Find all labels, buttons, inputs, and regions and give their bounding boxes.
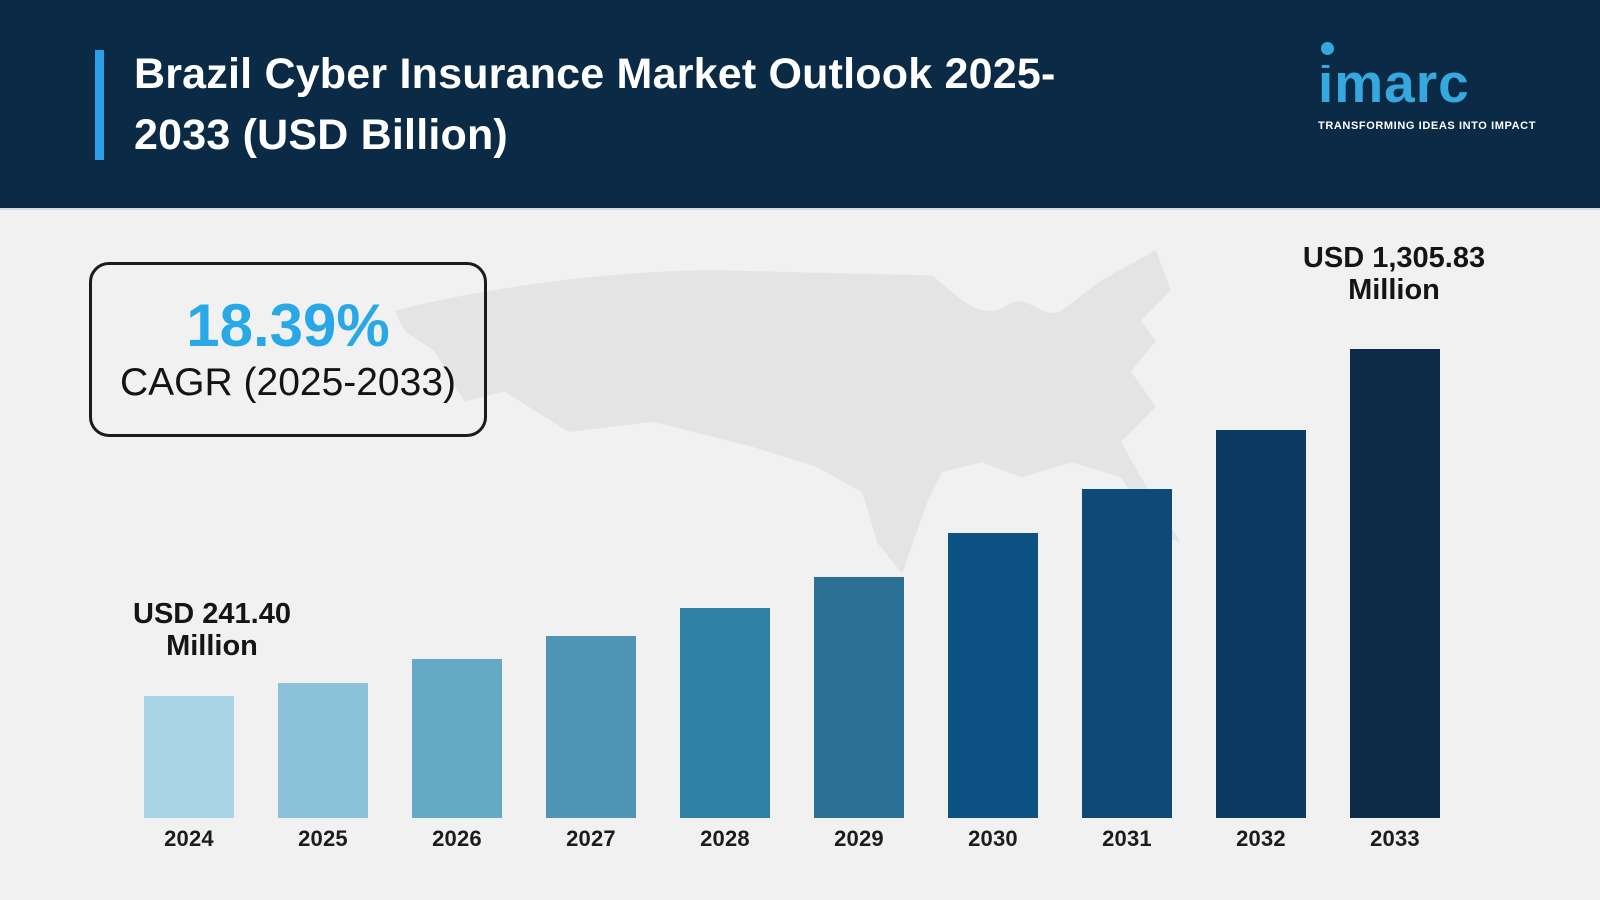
- first-bar-value-line2: Million: [166, 630, 258, 663]
- first-bar-value-label: USD 241.40 Million: [122, 598, 302, 663]
- x-axis-label-2031: 2031: [1102, 826, 1152, 851]
- page-title-line2: 2033 (USD Billion): [134, 111, 508, 160]
- bar-2028: [680, 608, 770, 818]
- x-axis-label-2033: 2033: [1370, 826, 1420, 851]
- bar-column-2031: 2031: [1082, 489, 1172, 852]
- bar-2026: [412, 659, 502, 818]
- bar-column-2033: 2033: [1350, 349, 1440, 852]
- x-axis-label-2027: 2027: [566, 826, 616, 851]
- cagr-box: 18.39% CAGR (2025-2033): [89, 262, 487, 437]
- cagr-label: CAGR (2025-2033): [120, 361, 456, 404]
- imarc-logo-tagline: TRANSFORMING IDEAS INTO IMPACT: [1318, 120, 1537, 133]
- bar-column-2030: 2030: [948, 533, 1038, 852]
- bar-chart: 2024 2025 2026 2027 2028 2029 2030 2031 2032 2033: [144, 349, 1440, 852]
- page-title: Brazil Cyber Insurance Market Outlook 20…: [134, 44, 1214, 166]
- x-axis-label-2025: 2025: [298, 826, 348, 851]
- imarc-logo-dot-icon: [1321, 42, 1334, 55]
- x-axis-label-2024: 2024: [164, 826, 214, 851]
- bar-2031: [1082, 489, 1172, 818]
- x-axis-label-2028: 2028: [700, 826, 750, 851]
- x-axis-label-2026: 2026: [432, 826, 482, 851]
- imarc-logo-wordmark: imarc: [1318, 42, 1528, 115]
- bar-2027: [546, 636, 636, 818]
- bar-2030: [948, 533, 1038, 818]
- bar-2024: [144, 696, 234, 818]
- header: Brazil Cyber Insurance Market Outlook 20…: [0, 0, 1600, 210]
- bar-column-2027: 2027: [546, 636, 636, 852]
- bar-2032: [1216, 430, 1306, 818]
- first-bar-value-line1: USD 241.40: [133, 598, 291, 630]
- bar-column-2028: 2028: [680, 608, 770, 852]
- x-axis-label-2030: 2030: [968, 826, 1018, 851]
- bar-2033: [1350, 349, 1440, 818]
- bar-column-2026: 2026: [412, 659, 502, 852]
- last-bar-value-line1: USD 1,305.83: [1302, 242, 1486, 274]
- cagr-value: 18.39%: [186, 292, 390, 359]
- title-accent-bar: [95, 50, 104, 160]
- page-title-line1: Brazil Cyber Insurance Market Outlook 20…: [134, 50, 1056, 98]
- bar-2029: [814, 577, 904, 818]
- usa-map-silhouette: [394, 250, 1181, 574]
- last-bar-value-line2: Million: [1348, 274, 1440, 307]
- x-axis-label-2032: 2032: [1236, 826, 1286, 851]
- bar-2025: [278, 683, 368, 818]
- bar-column-2029: 2029: [814, 577, 904, 852]
- imarc-logo: imarc TRANSFORMING IDEAS INTO IMPACT: [1318, 42, 1537, 133]
- bar-column-2032: 2032: [1216, 430, 1306, 852]
- last-bar-value-label: USD 1,305.83 Million: [1288, 242, 1500, 307]
- bar-column-2024: 2024: [144, 696, 234, 852]
- x-axis-label-2029: 2029: [834, 826, 884, 851]
- bar-column-2025: 2025: [278, 683, 368, 852]
